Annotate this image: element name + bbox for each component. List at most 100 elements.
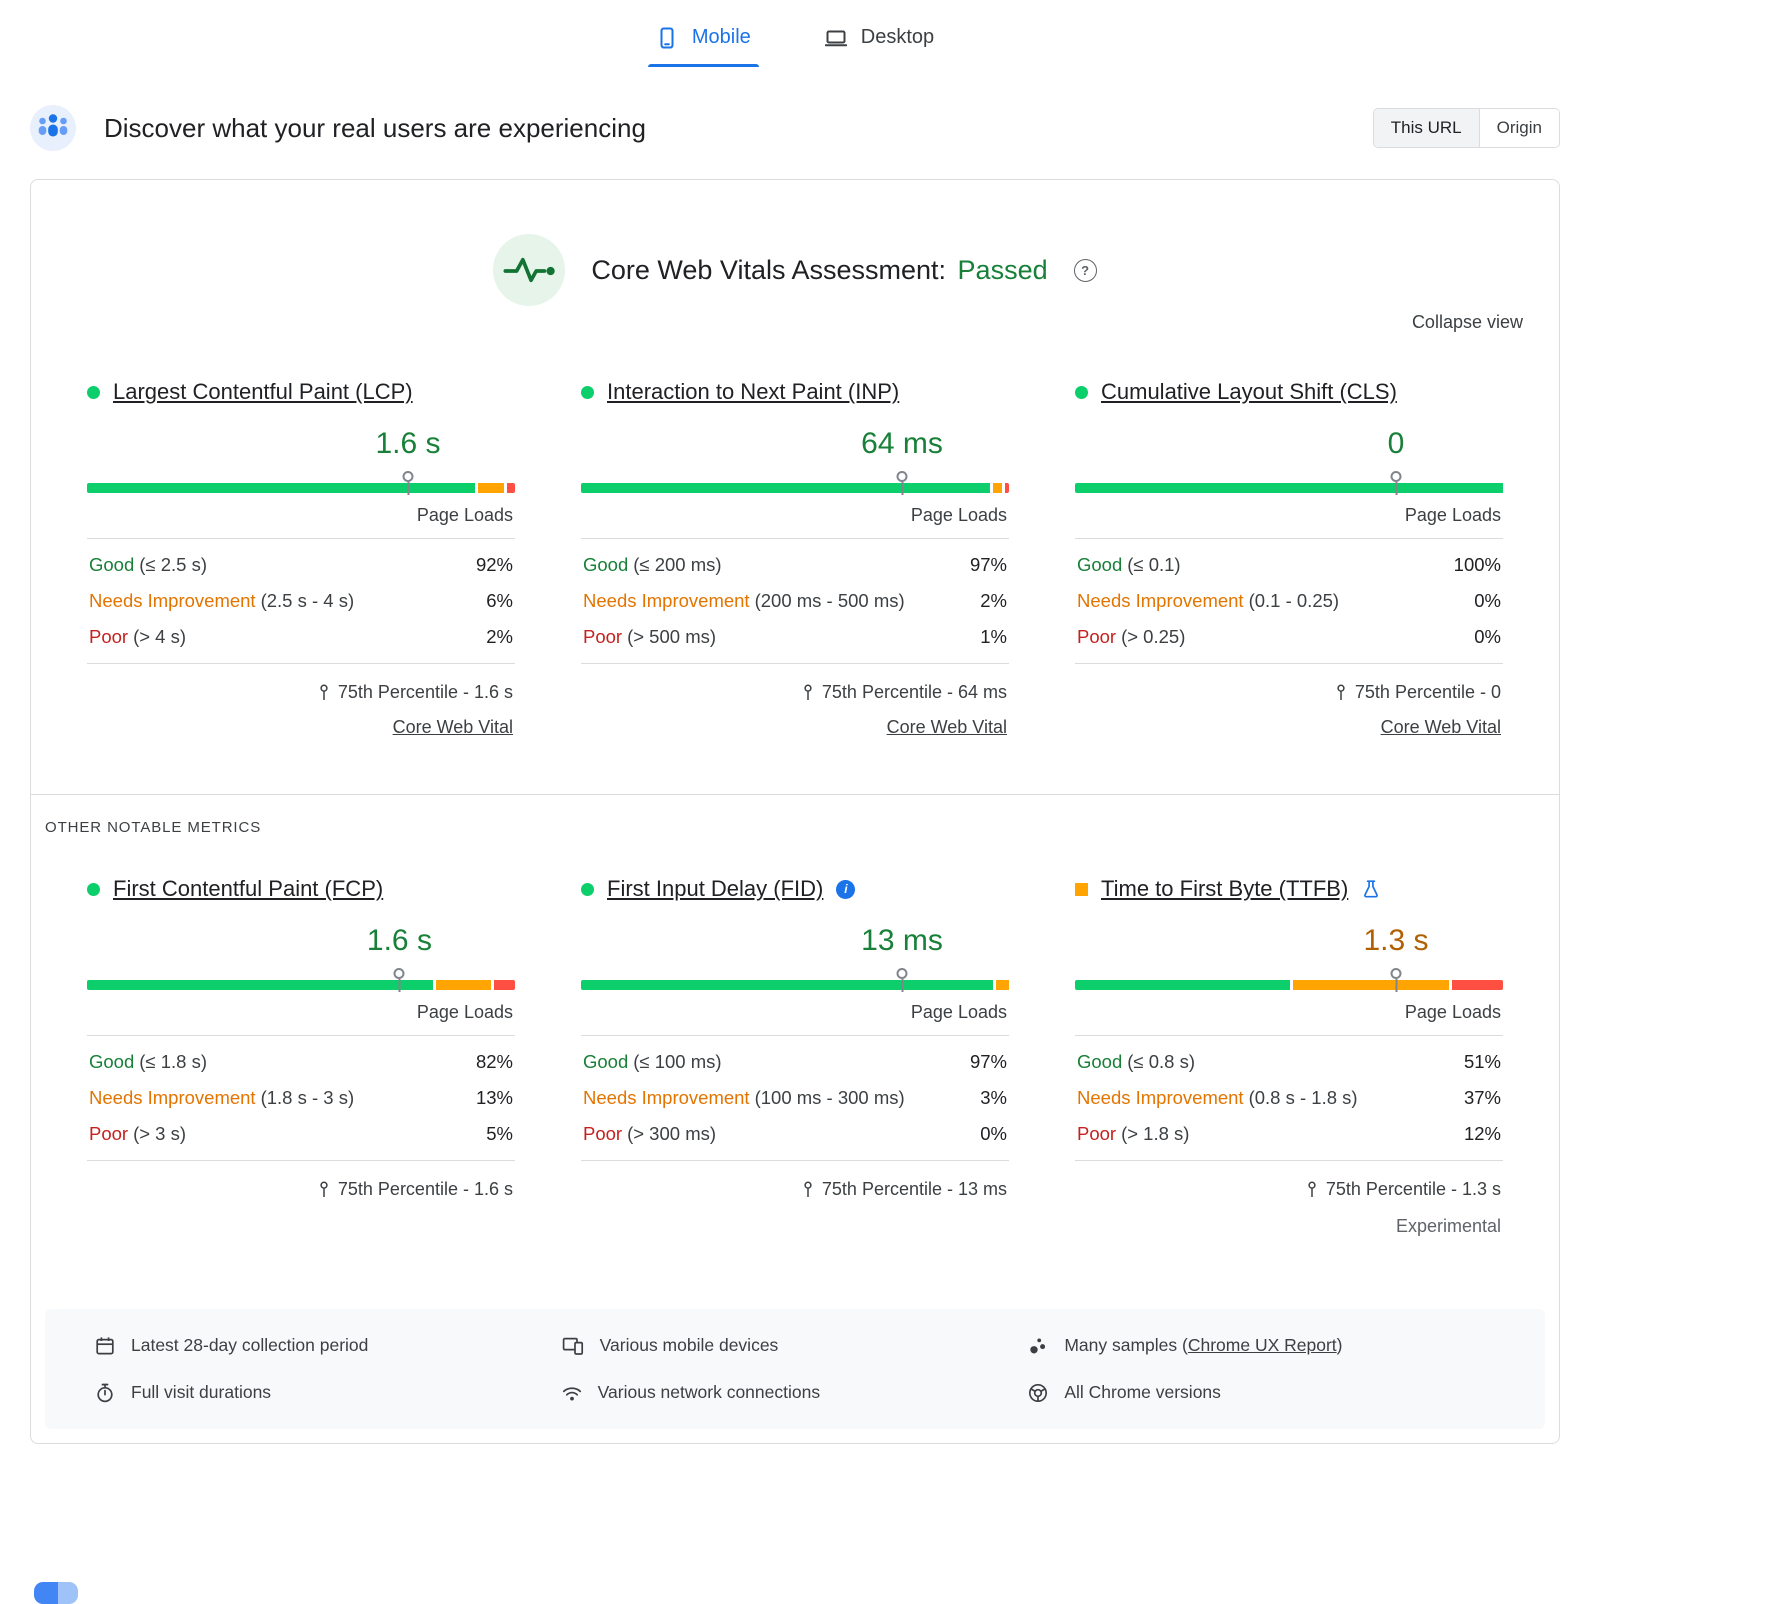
collection-period-label: Latest 28-day collection period xyxy=(131,1335,369,1355)
samples-label-prefix: Many samples ( xyxy=(1064,1335,1188,1355)
bar-needs-improvement-segment xyxy=(996,980,1009,990)
bar-good-segment xyxy=(1075,483,1503,493)
network-icon xyxy=(562,1386,581,1400)
assessment-result: Passed xyxy=(957,254,1048,285)
needs-improvement-percentage: 37% xyxy=(1463,1087,1501,1108)
metric-chart: 1.6 s xyxy=(87,902,515,992)
timer-icon xyxy=(97,1383,113,1402)
core-web-vital-link[interactable]: Core Web Vital xyxy=(1380,717,1501,737)
distribution-bar xyxy=(87,483,515,493)
poor-label: Poor xyxy=(89,1123,129,1144)
poor-range: (> 1.8 s) xyxy=(1121,1123,1190,1144)
metric-title-link[interactable]: Interaction to Next Paint (INP) xyxy=(607,379,900,404)
pin-icon xyxy=(804,1181,812,1197)
page-loads-label: Page Loads xyxy=(416,505,513,525)
bar-good-segment xyxy=(87,483,476,493)
poor-percentage: 12% xyxy=(1463,1123,1501,1144)
tab-desktop[interactable]: Desktop xyxy=(817,22,942,67)
needs-improvement-row: Needs Improvement (200 ms - 500 ms) 2% xyxy=(581,583,1009,619)
pulse-icon xyxy=(493,234,566,306)
other-metrics-section: OTHER NOTABLE METRICS xyxy=(31,794,1559,836)
device-tabs: Mobile Desktop xyxy=(30,0,1560,67)
good-range: (≤ 0.8 s) xyxy=(1127,1051,1195,1072)
info-icon[interactable]: i xyxy=(836,879,856,899)
needs-improvement-row: Needs Improvement (1.8 s - 3 s) 13% xyxy=(87,1080,515,1116)
good-row: Good (≤ 200 ms) 97% xyxy=(581,547,1009,583)
bar-good-segment xyxy=(1075,980,1291,990)
metric-title-link[interactable]: First Contentful Paint (FCP) xyxy=(113,876,384,901)
poor-label: Poor xyxy=(583,1123,623,1144)
metric-title-row: First Contentful Paint (FCP) xyxy=(87,876,515,902)
needs-improvement-label: Needs Improvement xyxy=(583,1087,750,1108)
percentile-text: 75th Percentile - 13 ms xyxy=(821,1179,1007,1199)
needs-improvement-range: (1.8 s - 3 s) xyxy=(260,1087,355,1108)
poor-range: (> 500 ms) xyxy=(627,626,717,647)
metric-title-link[interactable]: Cumulative Layout Shift (CLS) xyxy=(1101,379,1397,404)
page-container: Mobile Desktop Discover what your real u… xyxy=(30,0,1560,1444)
metric-title-link[interactable]: First Input Delay (FID) xyxy=(607,876,824,901)
percentile-text: 75th Percentile - 0 xyxy=(1354,682,1501,702)
poor-range: (> 300 ms) xyxy=(627,1123,717,1144)
flask-icon[interactable] xyxy=(1361,879,1381,899)
chrome-ux-report-link[interactable]: Chrome UX Report xyxy=(1187,1335,1337,1355)
poor-label: Poor xyxy=(89,626,129,647)
chrome-icon xyxy=(1029,1383,1048,1402)
distribution-table: Good (≤ 100 ms) 97% Needs Improvement (100… xyxy=(581,1035,1009,1161)
good-label: Good xyxy=(1077,1051,1123,1072)
metric-title-link[interactable]: Time to First Byte (TTFB) xyxy=(1101,876,1349,901)
percentile-row: 75th Percentile - 1.3 s xyxy=(1075,1179,1503,1200)
network-item: Various network connections xyxy=(562,1382,1029,1403)
metric-status-icon xyxy=(581,882,594,896)
metric-chart: 64 ms xyxy=(581,405,1009,495)
tab-mobile[interactable]: Mobile xyxy=(647,22,759,67)
pin-icon xyxy=(804,684,812,700)
metric-value: 1.3 s xyxy=(1363,924,1429,957)
good-row: Good (≤ 2.5 s) 92% xyxy=(87,547,515,583)
poor-row: Poor (> 4 s) 2% xyxy=(87,619,515,655)
chrome-versions-item: All Chrome versions xyxy=(1028,1382,1495,1403)
this-url-button[interactable]: This URL xyxy=(1373,109,1479,147)
page-loads-label: Page Loads xyxy=(416,1002,513,1022)
poor-percentage: 0% xyxy=(1474,626,1501,647)
percentile-marker xyxy=(402,471,414,495)
good-row: Good (≤ 0.8 s) 51% xyxy=(1075,1044,1503,1080)
good-range: (≤ 100 ms) xyxy=(633,1051,722,1072)
core-web-vital-link[interactable]: Core Web Vital xyxy=(886,717,1007,737)
calendar-icon xyxy=(96,1336,114,1354)
assessment-header: Core Web Vitals Assessment: Passed ? xyxy=(31,234,1559,306)
page-loads-label: Page Loads xyxy=(1404,505,1501,525)
metric-value: 64 ms xyxy=(861,427,943,460)
visit-durations-label: Full visit durations xyxy=(131,1382,272,1402)
distribution-bar xyxy=(581,980,1009,990)
distribution-table: Good (≤ 2.5 s) 92% Needs Improvement (2.5 … xyxy=(87,538,515,664)
poor-row: Poor (> 300 ms) 0% xyxy=(581,1116,1009,1152)
good-label: Good xyxy=(89,1051,135,1072)
devices-item: Various mobile devices xyxy=(562,1335,1029,1356)
poor-row: Poor (> 0.25) 0% xyxy=(1075,619,1503,655)
origin-button[interactable]: Origin xyxy=(1478,109,1559,147)
metric-value: 1.6 s xyxy=(375,427,441,460)
help-icon[interactable]: ? xyxy=(1073,258,1097,282)
percentile-marker xyxy=(1390,968,1402,992)
metric-chart: 1.3 s xyxy=(1075,902,1503,992)
good-range: (≤ 0.1) xyxy=(1127,554,1181,575)
good-range: (≤ 1.8 s) xyxy=(139,1051,207,1072)
metric-card: Largest Contentful Paint (LCP) 1.6 s Pag… xyxy=(87,379,515,738)
poor-row: Poor (> 500 ms) 1% xyxy=(581,619,1009,655)
network-label: Various network connections xyxy=(597,1382,821,1402)
collapse-view-link[interactable]: Collapse view xyxy=(1411,312,1523,332)
metric-status-icon xyxy=(87,882,100,896)
good-percentage: 100% xyxy=(1453,554,1501,575)
percentile-row: 75th Percentile - 0 xyxy=(1075,682,1503,703)
percentile-row: 75th Percentile - 1.6 s xyxy=(87,1179,515,1200)
metric-title-link[interactable]: Largest Contentful Paint (LCP) xyxy=(113,379,413,404)
pin-icon xyxy=(1337,684,1345,700)
poor-percentage: 0% xyxy=(980,1123,1007,1144)
samples-label-suffix: ) xyxy=(1336,1335,1343,1355)
needs-improvement-row: Needs Improvement (0.8 s - 1.8 s) 37% xyxy=(1075,1080,1503,1116)
other-metrics-heading: OTHER NOTABLE METRICS xyxy=(45,819,262,836)
core-metrics-grid: Largest Contentful Paint (LCP) 1.6 s Pag… xyxy=(31,379,1559,738)
metric-card: Time to First Byte (TTFB) 1.3 s Page Loa… xyxy=(1075,876,1503,1237)
core-web-vital-link[interactable]: Core Web Vital xyxy=(392,717,513,737)
needs-improvement-row: Needs Improvement (2.5 s - 4 s) 6% xyxy=(87,583,515,619)
